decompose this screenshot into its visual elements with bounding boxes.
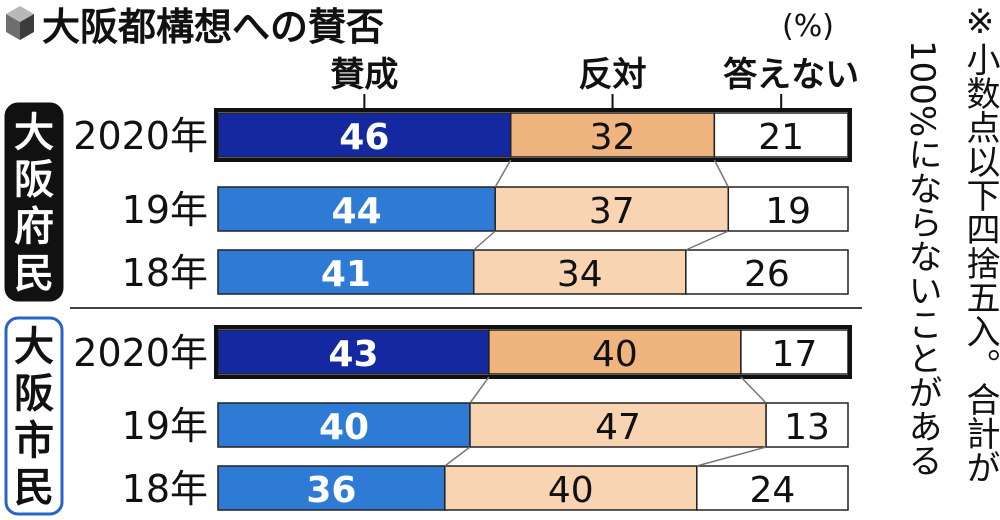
bar-value-label: 40 xyxy=(548,470,594,511)
bar-value-label: 40 xyxy=(592,334,638,375)
connector-line xyxy=(713,159,729,188)
connector-line xyxy=(494,159,512,188)
row-year-label: 2020年 xyxy=(73,331,208,375)
row-year-label: 2020年 xyxy=(73,114,208,158)
bar-value-label: 36 xyxy=(306,470,356,511)
legend: 賛成 反対 答えない xyxy=(330,55,859,110)
bar-value-label: 47 xyxy=(595,407,641,448)
group-label-char: 大 xyxy=(14,110,54,156)
bar-value-label: 40 xyxy=(319,407,369,448)
legend-label: 反対 xyxy=(579,55,647,95)
bar-value-label: 26 xyxy=(744,254,790,295)
bar-yes xyxy=(217,186,496,232)
group-label-char: 阪 xyxy=(14,371,54,417)
row-year-label: 18年 xyxy=(122,251,208,295)
group-label-char: 大 xyxy=(14,324,54,370)
connector-line xyxy=(444,446,471,467)
bar-no xyxy=(494,186,730,232)
legend-label: 答えない xyxy=(723,55,859,95)
footnote-line-1: ※小数点以下四捨五入。合計が xyxy=(960,2,1000,484)
bar-yes xyxy=(217,465,446,511)
bar-value-label: 24 xyxy=(749,470,795,511)
rows: 2020年 46 32 21 19年 44 37 19 18年 41 34 26 2020年 43 40 17… xyxy=(70,108,862,511)
row-year-label: 19年 xyxy=(122,404,208,448)
bar-yes xyxy=(217,329,490,375)
bar-value-label: 41 xyxy=(321,254,371,295)
bar-value-label: 44 xyxy=(332,191,382,232)
bar-no-answer xyxy=(713,112,849,158)
bar-value-label: 32 xyxy=(590,117,636,158)
bar-no-answer xyxy=(696,465,849,511)
bar-value-label: 17 xyxy=(772,334,818,375)
group-label-char: 民 xyxy=(14,251,54,297)
bar-value-label: 21 xyxy=(758,117,804,158)
cube-icon xyxy=(6,6,34,40)
current-year-frame xyxy=(214,108,852,162)
bar-no xyxy=(472,249,687,295)
bar-no xyxy=(469,402,767,448)
legend-label: 賛成 xyxy=(330,55,398,95)
bar-value-label: 37 xyxy=(589,191,635,232)
bar-no-answer xyxy=(685,249,849,295)
group-label-char: 府 xyxy=(14,204,54,250)
footnote-line-2: 100%にならないことがある xyxy=(902,40,942,478)
group-label-char: 民 xyxy=(14,465,54,511)
bar-value-label: 34 xyxy=(557,254,603,295)
row-year-label: 19年 xyxy=(122,188,208,232)
connector-line xyxy=(685,230,729,251)
group-label-char: 市 xyxy=(14,418,54,464)
bar-no-answer xyxy=(740,329,849,375)
group-label-char: 阪 xyxy=(14,157,54,203)
bar-value-label: 43 xyxy=(328,334,378,375)
bar-yes xyxy=(217,402,471,448)
chart-title: 大阪都構想への賛否 xyxy=(42,5,384,49)
group-label-box xyxy=(4,102,64,302)
bar-no-answer xyxy=(727,186,849,232)
bar-value-label: 13 xyxy=(784,407,830,448)
bar-value-label: 46 xyxy=(339,117,389,158)
bar-no xyxy=(444,465,698,511)
row-year-label: 18年 xyxy=(122,467,208,511)
connector-line xyxy=(696,446,767,467)
unit-label: (%) xyxy=(782,9,834,44)
connector-line xyxy=(469,376,490,404)
connector-line xyxy=(740,376,767,404)
group-label-box xyxy=(4,316,64,516)
bar-value-label: 19 xyxy=(765,191,811,232)
connector-line xyxy=(473,230,496,251)
bar-no-answer xyxy=(765,402,849,448)
current-year-frame xyxy=(214,325,852,379)
